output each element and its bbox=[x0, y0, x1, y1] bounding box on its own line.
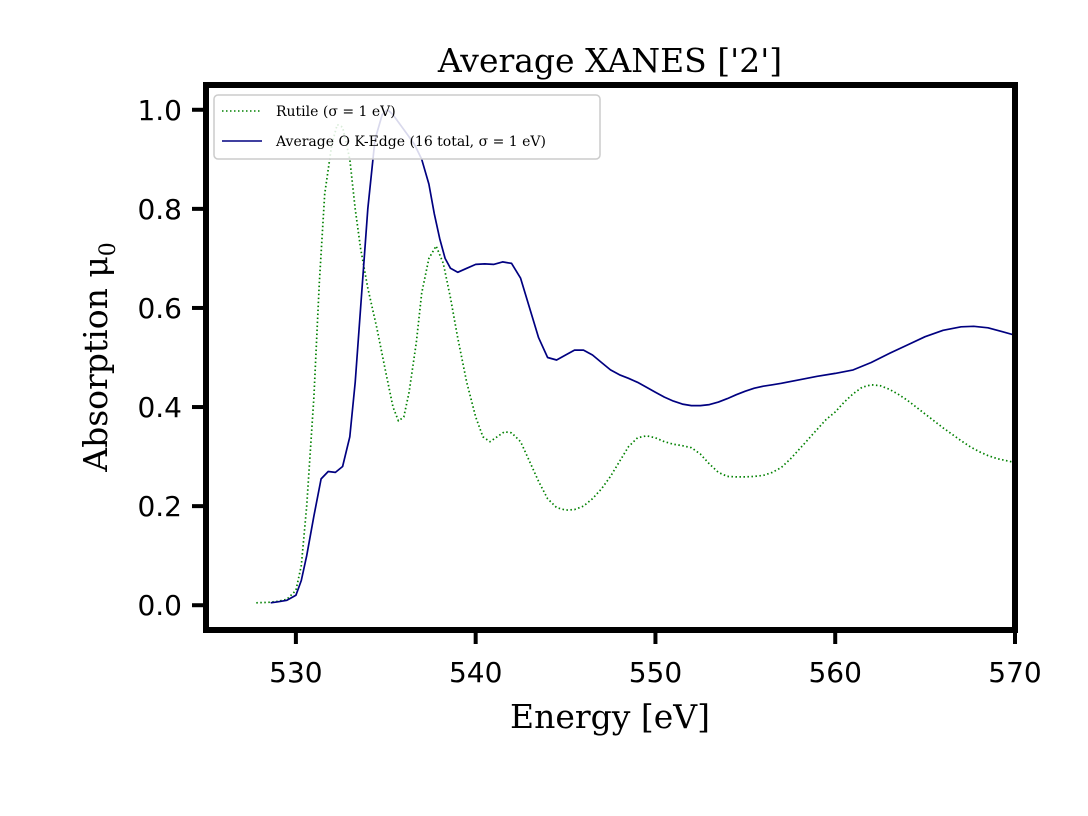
series-line-1 bbox=[270, 108, 1015, 604]
y-tick-label: 1.0 bbox=[137, 94, 182, 127]
y-axis: 0.0 0.2 0.4 0.6 0.8 1.0 bbox=[137, 94, 206, 622]
x-tick-label: 560 bbox=[808, 656, 861, 689]
y-tick-label: 0.6 bbox=[137, 292, 182, 325]
x-tick-label: 530 bbox=[269, 656, 322, 689]
x-axis-label: Energy [eV] bbox=[510, 697, 710, 736]
x-tick-label: 550 bbox=[629, 656, 682, 689]
y-axis-label-main: Absorption μ bbox=[76, 256, 115, 473]
legend-label-average-o-k-edge: Average O K-Edge (16 total, σ = 1 eV) bbox=[275, 134, 546, 150]
y-axis-label-subscript: 0 bbox=[96, 242, 121, 256]
y-tick-label: 0.2 bbox=[137, 490, 182, 523]
y-tick-label: 0.0 bbox=[137, 589, 182, 622]
plot-frame bbox=[203, 82, 1018, 633]
y-tick-label: 0.8 bbox=[137, 193, 182, 226]
chart-title: Average XANES ['2'] bbox=[437, 41, 782, 80]
y-tick-label: 0.4 bbox=[137, 391, 182, 424]
x-axis: 530 540 550 560 570 bbox=[269, 630, 1042, 689]
legend-box bbox=[213, 94, 601, 160]
series-layer bbox=[256, 108, 1015, 604]
x-tick-label: 540 bbox=[449, 656, 502, 689]
series-line-0 bbox=[256, 123, 1015, 604]
legend: Rutile (σ = 1 eV) Average O K-Edge (16 t… bbox=[213, 94, 601, 160]
y-axis-label: Absorption μ0 bbox=[76, 242, 121, 473]
x-tick-label: 570 bbox=[988, 656, 1041, 689]
legend-label-rutile: Rutile (σ = 1 eV) bbox=[276, 104, 396, 120]
